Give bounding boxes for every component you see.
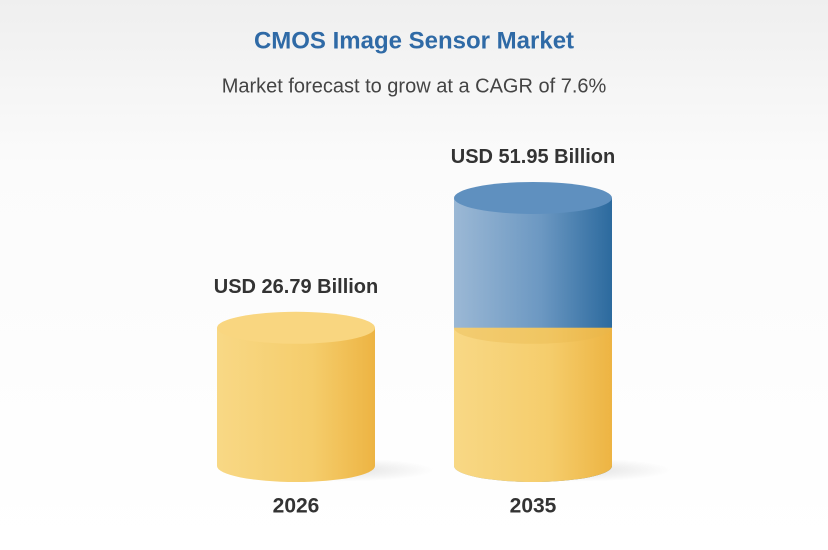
cylinder-body [217,327,375,482]
segment-edge [454,327,612,344]
x-tick-label: 2035 [510,495,557,518]
chart-subtitle: Market forecast to grow at a CAGR of 7.6… [222,75,607,97]
chart-title: CMOS Image Sensor Market [254,27,574,54]
x-tick-label: 2026 [273,495,320,518]
base-segment [454,327,612,482]
value-label: USD 26.79 Billion [214,276,379,298]
cylinder-top [217,311,375,344]
cylinder-top [454,181,612,214]
value-label: USD 51.95 Billion [451,146,616,168]
